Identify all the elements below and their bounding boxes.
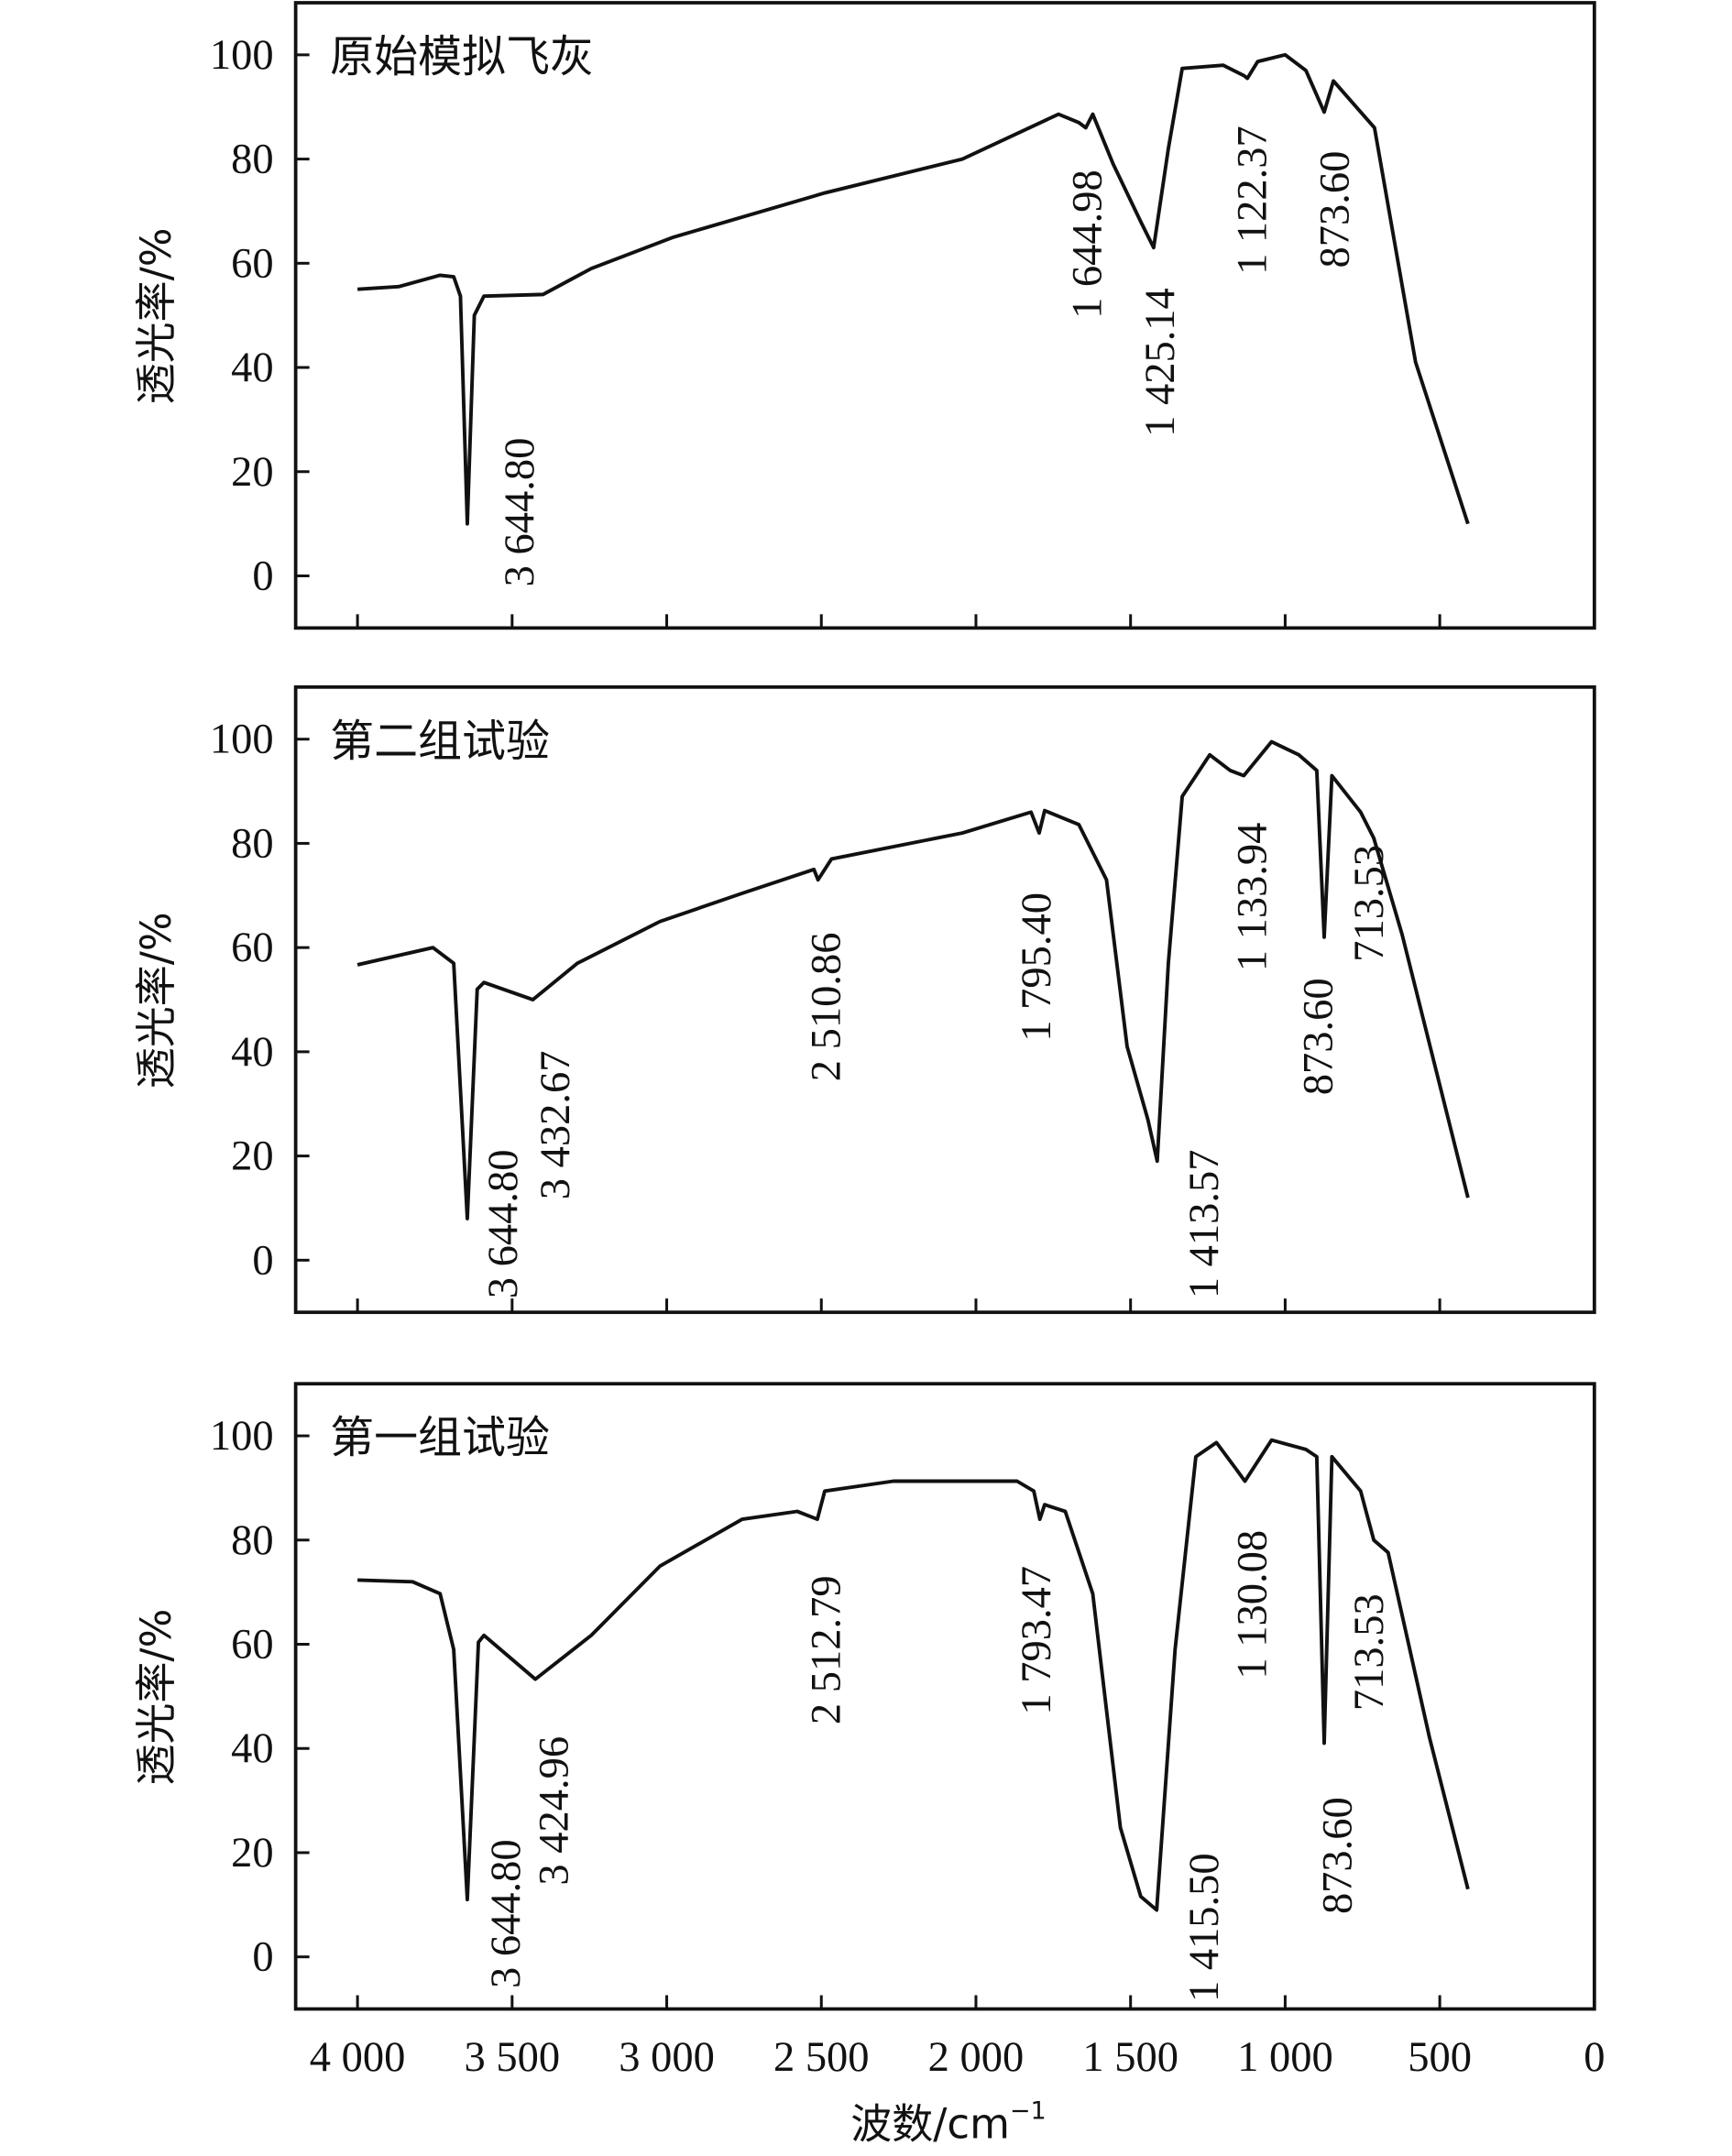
x-tick-label: 2 000 bbox=[928, 2034, 1025, 2081]
y-tick-label: 80 bbox=[231, 1517, 273, 1564]
y-tick-label: 40 bbox=[231, 345, 273, 391]
y-tick-label: 60 bbox=[231, 240, 273, 287]
peak-label: 3 644.80 bbox=[497, 438, 543, 587]
peak-label: 3 644.80 bbox=[483, 1839, 530, 1988]
y-tick-label: 0 bbox=[252, 1237, 273, 1284]
spectrum-line bbox=[357, 1438, 1470, 1912]
plot-frame bbox=[293, 684, 1596, 1315]
peak-label: 2 510.86 bbox=[804, 933, 850, 1082]
panel-3: 0 20 40 60 80 100 4 000 3 500 3 000 2 500 2 000 1 5… bbox=[132, 1382, 1605, 2081]
x-tick-label: 1 000 bbox=[1237, 2034, 1333, 2081]
panel-2: 0 20 40 60 80 100 透光率/% 第二组试验 3 644.803 432.67 2 … bbox=[132, 684, 1596, 1315]
peak-label: 1 644.98 bbox=[1064, 170, 1111, 319]
y-tick-label: 20 bbox=[231, 1830, 273, 1877]
peak-label: 1 122.37 bbox=[1229, 126, 1276, 275]
y-axis-title: 透光率/% bbox=[132, 912, 181, 1089]
x-axis-title: 波数/cm−1 bbox=[850, 2097, 1046, 2149]
spectrum-line bbox=[356, 52, 1470, 526]
panel-title: 原始模拟飞灰 bbox=[330, 31, 594, 82]
peak-label: 3 432.67 bbox=[532, 1051, 579, 1200]
panel-title: 第一组试验 bbox=[330, 1412, 550, 1463]
y-tick-label: 0 bbox=[252, 553, 273, 599]
peak-label: 873.60 bbox=[1311, 151, 1358, 268]
peak-label: 1 415.50 bbox=[1181, 1853, 1228, 2002]
panel-1: 0 20 40 60 80 100 透光率/% 原始模拟飞灰 3 644.80 1 644.98 1… bbox=[132, 1, 1596, 630]
y-tick-label: 100 bbox=[210, 32, 274, 79]
y-tick-label: 80 bbox=[231, 820, 273, 867]
peak-label: 2 512.79 bbox=[804, 1575, 850, 1724]
spectrum-line bbox=[356, 739, 1470, 1220]
y-tick-label: 80 bbox=[231, 137, 273, 183]
peak-label: 713.53 bbox=[1346, 845, 1393, 962]
peak-label: 873.60 bbox=[1314, 1797, 1361, 1914]
peak-label: 3 424.96 bbox=[532, 1736, 578, 1886]
peak-label: 1 425.14 bbox=[1137, 288, 1184, 437]
panel-title: 第二组试验 bbox=[330, 716, 550, 767]
peak-label: 1 130.08 bbox=[1229, 1530, 1276, 1680]
x-tick-label: 3 500 bbox=[465, 2034, 561, 2081]
plot-frame bbox=[293, 1382, 1596, 2011]
x-tick-label: 4 000 bbox=[310, 2034, 406, 2081]
y-axis-title: 透光率/% bbox=[132, 227, 181, 404]
peak-label: 873.60 bbox=[1295, 978, 1342, 1095]
y-tick-label: 60 bbox=[231, 1621, 273, 1668]
plot-frame bbox=[293, 1, 1596, 630]
x-tick-label: 3 000 bbox=[619, 2034, 715, 2081]
y-tick-label: 20 bbox=[231, 449, 273, 496]
y-tick-label: 60 bbox=[231, 925, 273, 971]
y-tick-label: 100 bbox=[210, 717, 274, 763]
peak-label: 1 793.47 bbox=[1014, 1566, 1060, 1715]
peak-label: 3 644.80 bbox=[480, 1149, 527, 1298]
peak-label: 1 795.40 bbox=[1014, 892, 1060, 1042]
peak-label: 713.53 bbox=[1346, 1593, 1393, 1711]
peak-label: 1 413.57 bbox=[1181, 1149, 1228, 1298]
peak-label: 1 133.94 bbox=[1229, 823, 1276, 972]
x-tick-label: 0 bbox=[1584, 2034, 1605, 2081]
y-tick-label: 40 bbox=[231, 1029, 273, 1076]
x-tick-label: 2 500 bbox=[773, 2034, 870, 2081]
y-tick-label: 40 bbox=[231, 1725, 273, 1772]
x-tick-label: 1 500 bbox=[1082, 2034, 1178, 2081]
y-tick-label: 20 bbox=[231, 1133, 273, 1180]
y-tick-label: 0 bbox=[252, 1934, 273, 1981]
y-tick-label: 100 bbox=[210, 1413, 274, 1460]
x-tick-label: 500 bbox=[1408, 2034, 1472, 2081]
y-axis-title: 透光率/% bbox=[132, 1609, 181, 1786]
